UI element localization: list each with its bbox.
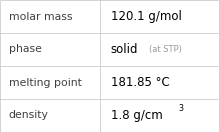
Text: solid: solid [111,43,138,56]
Text: 1.8 g/cm: 1.8 g/cm [111,109,162,122]
Text: density: density [9,110,49,121]
Text: 120.1 g/mol: 120.1 g/mol [111,10,182,23]
Text: 3: 3 [178,104,184,113]
Text: phase: phase [9,44,42,55]
Text: melting point: melting point [9,77,82,88]
Text: 181.85 °C: 181.85 °C [111,76,169,89]
Text: (at STP): (at STP) [149,45,182,54]
Text: molar mass: molar mass [9,11,72,22]
